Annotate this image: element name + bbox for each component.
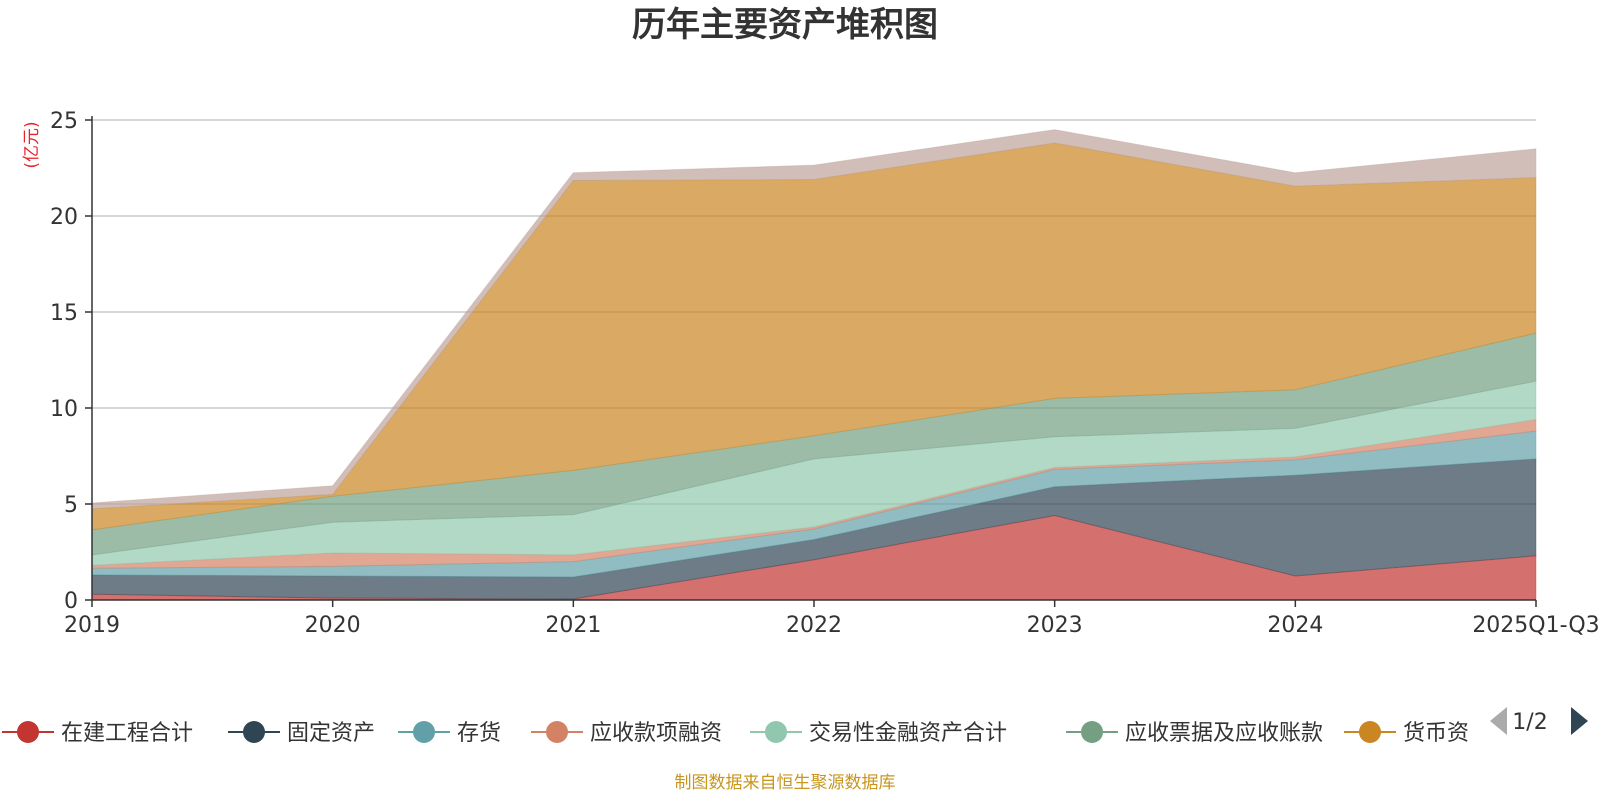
- legend-marker: [1081, 721, 1103, 743]
- area-series-5: [91, 332, 1537, 556]
- area-series-4: [91, 380, 1537, 566]
- legend-item[interactable]: 在建工程合计: [2, 721, 193, 746]
- legend-marker: [243, 721, 265, 743]
- x-tick-label: 2021: [545, 613, 601, 638]
- y-tick-label: 10: [50, 397, 78, 422]
- x-tick-label: 2022: [786, 613, 842, 638]
- legend-prev-icon[interactable]: [1490, 707, 1507, 735]
- legend-marker: [546, 721, 568, 743]
- area-series-7: [91, 129, 1537, 510]
- area-series-2: [91, 430, 1537, 578]
- legend-item[interactable]: 存货: [398, 721, 501, 746]
- y-tick-label: 25: [50, 109, 78, 134]
- y-tick-label: 20: [50, 205, 78, 230]
- chart-title: 历年主要资产堆积图: [632, 5, 938, 45]
- legend-label: 存货: [457, 721, 501, 746]
- area-series-6: [91, 142, 1537, 531]
- x-tick-label: 2025Q1-Q3: [1472, 613, 1599, 638]
- legend-label: 固定资产: [287, 721, 375, 746]
- x-tick-label: 2019: [64, 613, 120, 638]
- legend-marker: [17, 721, 39, 743]
- legend-pager: 1/2: [1490, 707, 1588, 735]
- legend-label: 应收款项融资: [590, 721, 722, 746]
- legend-item[interactable]: 固定资产: [228, 721, 375, 746]
- legend-marker: [1359, 721, 1381, 743]
- y-axis-unit: (亿元): [22, 121, 42, 168]
- y-tick-label: 15: [50, 301, 78, 326]
- legend-label: 货币资: [1403, 721, 1469, 746]
- legend-item[interactable]: 货币资: [1344, 721, 1469, 746]
- x-tick-label: 2020: [305, 613, 361, 638]
- legend: 在建工程合计 固定资产 存货 应收款项融资 交易性金融资产合计 应收票据及应收账款 货币资: [2, 721, 1469, 746]
- x-tick-label: 2023: [1027, 613, 1083, 638]
- legend-label: 应收票据及应收账款: [1125, 721, 1323, 746]
- data-source-note: 制图数据来自恒生聚源数据库: [675, 773, 896, 793]
- axes: 0 5 10 15 20 25 2019 2020 2021 2022 2023 2024 2025Q1…: [50, 109, 1600, 638]
- legend-next-icon[interactable]: [1571, 707, 1588, 735]
- stacked-areas: [91, 129, 1537, 601]
- legend-label: 交易性金融资产合计: [809, 721, 1007, 746]
- legend-item[interactable]: 应收票据及应收账款: [1066, 721, 1323, 746]
- y-tick-label: 5: [64, 493, 78, 518]
- legend-marker: [765, 721, 787, 743]
- legend-marker: [413, 721, 435, 743]
- legend-item[interactable]: 交易性金融资产合计: [750, 721, 1007, 746]
- legend-item[interactable]: 应收款项融资: [531, 721, 722, 746]
- y-tick-label: 0: [64, 589, 78, 614]
- legend-label: 在建工程合计: [61, 721, 193, 746]
- x-tick-label: 2024: [1267, 613, 1323, 638]
- legend-page-indicator: 1/2: [1512, 710, 1547, 735]
